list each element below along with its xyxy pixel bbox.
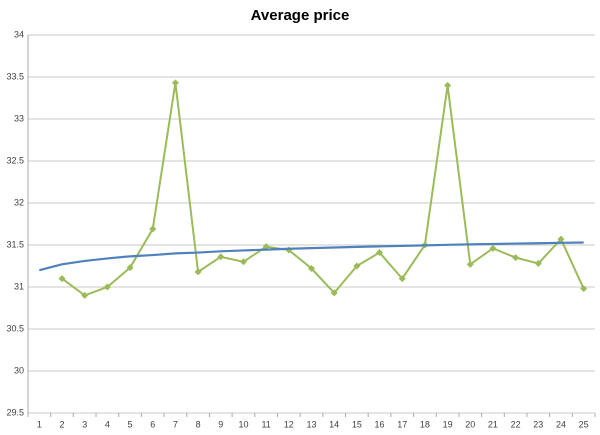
x-tick-label: 12 bbox=[284, 419, 294, 429]
data-point bbox=[81, 291, 89, 299]
data-point bbox=[353, 262, 361, 270]
x-tick-label: 9 bbox=[218, 419, 223, 429]
data-point bbox=[398, 275, 406, 283]
y-tick-label: 31.5 bbox=[6, 239, 24, 249]
x-tick-label: 20 bbox=[465, 419, 475, 429]
x-tick-label: 6 bbox=[150, 419, 155, 429]
y-tick-label: 34 bbox=[14, 29, 24, 39]
data-point bbox=[239, 258, 247, 266]
data-point bbox=[58, 275, 66, 283]
y-tick-label: 30 bbox=[14, 365, 24, 375]
data-point bbox=[149, 225, 157, 233]
x-tick-label: 1 bbox=[37, 419, 42, 429]
x-tick-label: 5 bbox=[128, 419, 133, 429]
x-tick-label: 23 bbox=[533, 419, 543, 429]
y-tick-label: 33.5 bbox=[6, 71, 24, 81]
x-tick-label: 18 bbox=[420, 419, 430, 429]
x-tick-label: 24 bbox=[556, 419, 566, 429]
y-tick-label: 32.5 bbox=[6, 155, 24, 165]
data-point bbox=[534, 259, 542, 267]
x-tick-label: 21 bbox=[488, 419, 498, 429]
data-point bbox=[580, 285, 588, 293]
data-point bbox=[308, 265, 315, 273]
data-point bbox=[466, 260, 474, 268]
data-point bbox=[103, 283, 111, 291]
y-tick-label: 29.5 bbox=[6, 407, 24, 417]
x-tick-label: 2 bbox=[60, 419, 65, 429]
x-tick-label: 15 bbox=[352, 419, 362, 429]
x-tick-label: 22 bbox=[511, 419, 521, 429]
x-tick-label: 17 bbox=[397, 419, 407, 429]
series-line bbox=[61, 82, 585, 297]
data-point bbox=[376, 249, 384, 257]
y-tick-label: 30.5 bbox=[6, 323, 24, 333]
x-tick-label: 13 bbox=[306, 419, 316, 429]
chart-title: Average price bbox=[251, 7, 350, 24]
data-point bbox=[262, 243, 270, 251]
x-tick-label: 11 bbox=[261, 419, 270, 429]
y-tick-label: 33 bbox=[14, 113, 24, 123]
data-point bbox=[512, 254, 520, 262]
data-point bbox=[444, 81, 452, 89]
x-tick-label: 4 bbox=[105, 419, 110, 429]
x-tick-label: 19 bbox=[443, 419, 453, 429]
x-tick-label: 16 bbox=[375, 419, 385, 429]
data-point bbox=[126, 264, 134, 272]
data-point bbox=[557, 235, 565, 243]
x-tick-label: 3 bbox=[82, 419, 87, 429]
y-tick-label: 31 bbox=[14, 281, 24, 291]
data-point bbox=[194, 268, 202, 276]
x-tick-label: 7 bbox=[173, 419, 178, 429]
data-point bbox=[171, 79, 179, 87]
x-tick-label: 14 bbox=[329, 419, 339, 429]
data-point bbox=[330, 289, 338, 297]
x-tick-label: 10 bbox=[238, 419, 248, 429]
data-point bbox=[217, 253, 225, 261]
data-point bbox=[489, 244, 497, 252]
x-tick-label: 8 bbox=[196, 419, 201, 429]
y-tick-label: 32 bbox=[14, 197, 24, 207]
x-tick-label: 25 bbox=[579, 419, 589, 429]
series-line bbox=[39, 241, 584, 272]
